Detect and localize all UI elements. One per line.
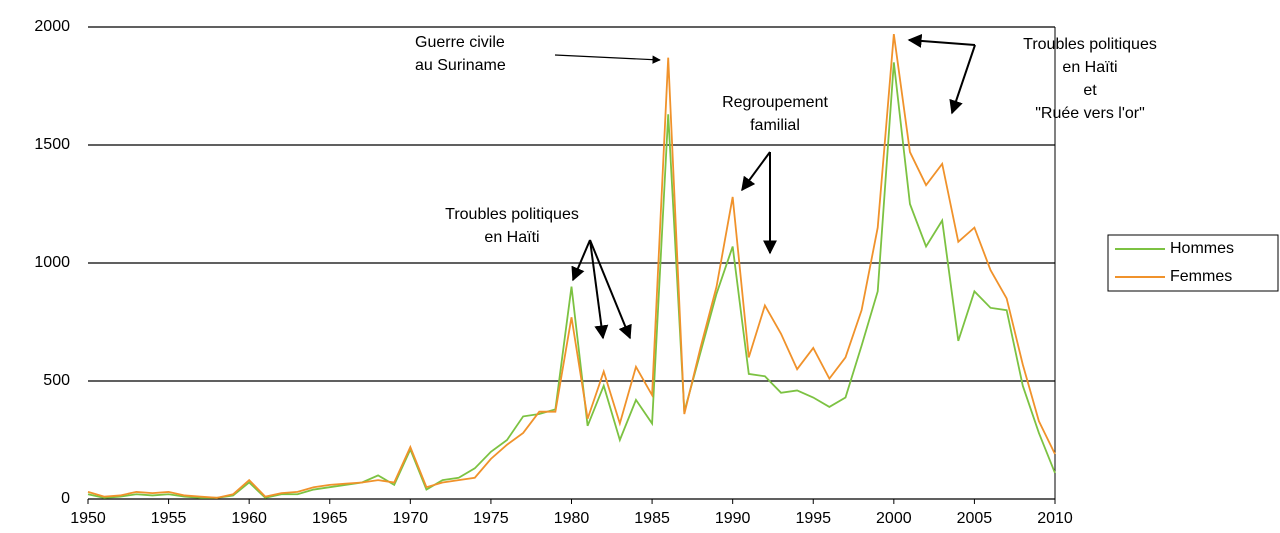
x-tick-label: 1995 [795, 510, 831, 527]
annotation: "Ruée vers l'or" [1035, 105, 1145, 122]
x-tick-label: 1980 [554, 510, 590, 527]
y-tick-label: 1500 [34, 136, 70, 153]
x-tick-label: 1985 [634, 510, 670, 527]
x-tick-label: 1975 [473, 510, 509, 527]
x-tick-label: 1990 [715, 510, 751, 527]
annotation: et [1083, 82, 1097, 99]
x-tick-label: 1960 [231, 510, 267, 527]
legend-label: Hommes [1170, 240, 1234, 257]
x-tick-label: 1950 [70, 510, 106, 527]
annotation-arrows [554, 33, 976, 340]
x-tick-label: 2010 [1037, 510, 1073, 527]
y-tick-label: 1000 [34, 254, 70, 271]
series-line [87, 33, 1056, 499]
annotation: familial [750, 117, 800, 134]
x-tick-label: 1970 [393, 510, 429, 527]
legend-box [1107, 234, 1279, 292]
annotation: en Haïti [1062, 59, 1117, 76]
annotation: Troubles politiques [1023, 36, 1157, 53]
annotation: Troubles politiques [445, 206, 579, 223]
annotation: en Haïti [484, 229, 539, 246]
x-tick-label: 1955 [151, 510, 187, 527]
annotation: Guerre civile [415, 34, 505, 51]
x-tick-label: 2005 [957, 510, 993, 527]
y-tick-label: 0 [61, 490, 70, 507]
series-line [87, 62, 1056, 499]
annotation: Regroupement [722, 94, 828, 111]
legend-label: Femmes [1170, 268, 1232, 285]
annotation: au Suriname [415, 57, 506, 74]
x-tick-label: 2000 [876, 510, 912, 527]
x-tick-label: 1965 [312, 510, 348, 527]
y-tick-label: 500 [43, 372, 70, 389]
y-tick-label: 2000 [34, 18, 70, 35]
